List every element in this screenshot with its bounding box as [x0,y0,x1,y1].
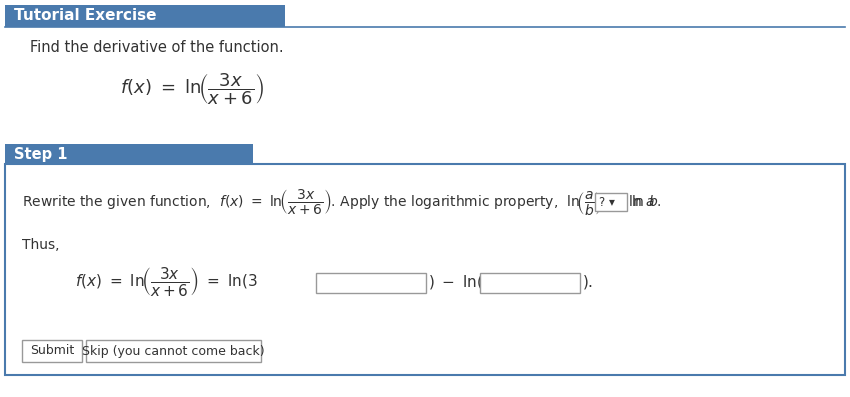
FancyBboxPatch shape [595,193,627,211]
FancyBboxPatch shape [480,273,580,293]
FancyBboxPatch shape [86,340,261,362]
FancyBboxPatch shape [5,164,845,375]
Text: Find the derivative of the function.: Find the derivative of the function. [30,39,284,54]
Text: ? ▾: ? ▾ [599,195,615,208]
Text: $\mathit{f}(\mathit{x})\ =\ \mathrm{ln}\!\left(\dfrac{3\mathit{x}}{\mathit{x}+6}: $\mathit{f}(\mathit{x})\ =\ \mathrm{ln}\… [75,266,258,299]
Text: Submit: Submit [30,345,74,358]
Text: $\mathrm{ln}\ \mathit{b}.$: $\mathrm{ln}\ \mathit{b}.$ [631,195,662,210]
Text: Step 1: Step 1 [14,146,67,162]
Text: Thus,: Thus, [22,238,60,252]
FancyBboxPatch shape [5,5,285,27]
Text: Rewrite the given function,  $\mathit{f}(\mathit{x})\ =\ \mathrm{ln}\!\left(\dfr: Rewrite the given function, $\mathit{f}(… [22,187,655,217]
Text: Tutorial Exercise: Tutorial Exercise [14,8,156,23]
Text: $)\ -\ \mathrm{ln}(\mathit{x}\ +$: $)\ -\ \mathrm{ln}(\mathit{x}\ +$ [428,273,513,291]
FancyBboxPatch shape [5,144,253,164]
FancyBboxPatch shape [22,340,82,362]
Text: Skip (you cannot come back): Skip (you cannot come back) [82,345,264,358]
Text: $).$: $).$ [582,273,593,291]
Text: $\mathit{f}(\mathit{x})\ =\ \mathrm{ln}\!\left(\dfrac{3\mathit{x}}{\mathit{x}+6}: $\mathit{f}(\mathit{x})\ =\ \mathrm{ln}\… [120,71,264,107]
FancyBboxPatch shape [316,273,426,293]
